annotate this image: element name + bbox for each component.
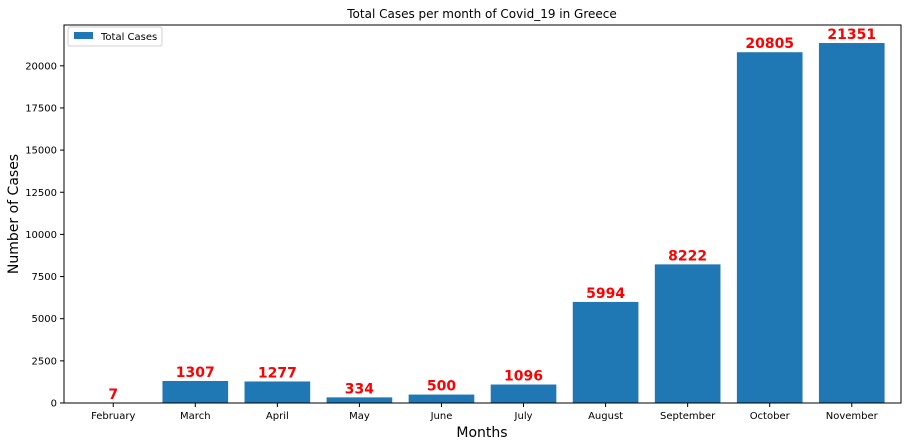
x-tick-label: August bbox=[588, 411, 623, 422]
y-tick-label: 2500 bbox=[32, 356, 57, 367]
x-tick-label: July bbox=[514, 411, 533, 422]
data-label-august: 5994 bbox=[586, 286, 625, 302]
x-tick-label: March bbox=[180, 411, 210, 422]
data-label-november: 21351 bbox=[827, 27, 876, 43]
bar-october bbox=[736, 52, 803, 403]
y-tick-label: 17500 bbox=[25, 103, 57, 114]
x-tick-label: October bbox=[750, 411, 791, 422]
y-tick-label: 7500 bbox=[32, 272, 57, 283]
bar-may bbox=[326, 397, 393, 403]
y-axis-label: Number of Cases bbox=[6, 154, 22, 274]
data-label-february: 7 bbox=[108, 387, 118, 403]
legend-entry-total-cases: Total Cases bbox=[100, 32, 157, 43]
y-tick-label: 15000 bbox=[25, 146, 57, 157]
x-tick-label: November bbox=[826, 411, 879, 422]
y-tick-label: 20000 bbox=[25, 61, 57, 72]
y-tick-label: 0 bbox=[51, 399, 57, 410]
data-label-september: 8222 bbox=[668, 248, 707, 264]
x-axis-label: Months bbox=[456, 425, 507, 441]
x-tick-label: June bbox=[430, 411, 453, 422]
bar-november bbox=[818, 43, 885, 403]
bar-september bbox=[654, 264, 721, 403]
legend: Total Cases bbox=[67, 26, 163, 47]
x-tick-label: May bbox=[349, 411, 370, 422]
y-tick-label: 12500 bbox=[25, 188, 57, 199]
data-label-march: 1307 bbox=[176, 365, 215, 381]
bar-august bbox=[572, 301, 639, 403]
bar-april bbox=[244, 381, 311, 403]
x-tick-label: April bbox=[266, 411, 289, 422]
x-tick-label: February bbox=[91, 411, 135, 422]
y-axis-ticks: 0 2500 5000 7500 10000 12500 15000 17500 20000 bbox=[25, 61, 64, 410]
x-axis-ticks: February March April May June July August Septe… bbox=[91, 403, 879, 422]
bars-group bbox=[80, 43, 885, 403]
data-label-may: 334 bbox=[345, 381, 374, 397]
x-tick-label: September bbox=[660, 411, 716, 422]
data-labels-group: 7 1307 1277 334 500 1096 5994 8222 20805 21351 bbox=[108, 27, 876, 403]
y-tick-label: 5000 bbox=[32, 314, 57, 325]
bar-march bbox=[162, 380, 229, 403]
plot-frame bbox=[63, 24, 902, 404]
bar-july bbox=[490, 384, 557, 403]
bar-june bbox=[408, 394, 475, 403]
legend-swatch bbox=[74, 32, 93, 39]
y-tick-label: 10000 bbox=[25, 230, 57, 241]
legend-box bbox=[67, 26, 163, 47]
data-label-june: 500 bbox=[427, 379, 456, 395]
data-label-july: 1096 bbox=[504, 369, 543, 385]
data-label-october: 20805 bbox=[745, 36, 794, 52]
chart-title: Total Cases per month of Covid_19 in Gre… bbox=[346, 7, 617, 21]
data-label-april: 1277 bbox=[258, 365, 297, 381]
